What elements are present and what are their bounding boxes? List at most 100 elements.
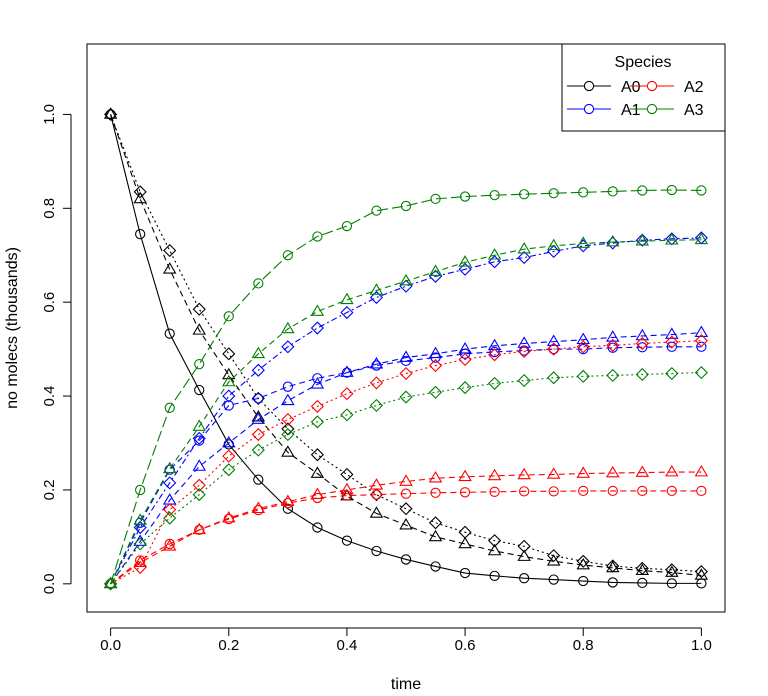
data-point-a1-triangle-triangle-marker: [694, 325, 709, 338]
series-line-a2-diamond: [110, 340, 702, 585]
data-point-a2-diamond-diamond-marker: [133, 560, 147, 574]
data-point-a0-diamond-diamond-marker: [576, 554, 590, 568]
data-point-a1-circle-circle-marker: [607, 342, 618, 353]
data-point-a0-diamond-diamond-marker: [399, 502, 413, 516]
y-tick-label: 0.2: [41, 480, 58, 501]
data-point-a3-circle-circle-marker: [282, 250, 294, 261]
data-point-a0-diamond-diamond-marker: [222, 347, 236, 361]
data-point-a3-diamond-diamond-marker: [517, 373, 531, 388]
data-point-a2-triangle-triangle-marker: [546, 467, 561, 479]
data-point-a2-triangle-triangle-marker: [517, 467, 531, 480]
data-point-a3-triangle-triangle-marker: [281, 321, 295, 334]
data-point-a0-circle-circle-marker: [341, 535, 353, 546]
data-point-a3-circle-circle-marker: [637, 185, 648, 196]
data-point-a3-triangle-triangle-marker: [546, 238, 561, 251]
data-point-a2-diamond-diamond-marker: [222, 449, 236, 463]
data-point-a3-triangle-triangle-marker: [222, 374, 236, 387]
y-tick-label: 1.0: [41, 104, 58, 125]
data-point-a0-diamond-diamond-marker: [517, 539, 531, 553]
data-point-a3-circle-circle-marker: [223, 311, 234, 322]
data-point-a1-triangle-triangle-marker: [517, 336, 531, 348]
series-line-a3-circle: [110, 189, 702, 584]
data-point-a2-circle-circle-marker: [578, 485, 589, 497]
data-point-a3-diamond-diamond-marker: [488, 376, 502, 390]
data-point-a3-circle-circle-marker: [371, 205, 382, 216]
data-point-a2-circle-circle-marker: [341, 490, 353, 501]
x-tick-label: 1.0: [691, 637, 712, 654]
series-line-a0-diamond: [110, 114, 702, 573]
data-point-a0-circle-circle-marker: [518, 573, 530, 584]
data-point-a0-circle-circle-marker: [637, 577, 648, 589]
data-point-a3-circle-circle-marker: [696, 185, 707, 196]
data-point-a1-diamond-diamond-marker: [340, 305, 354, 320]
data-point-a1-diamond-diamond-marker: [458, 262, 472, 276]
data-point-a0-diamond-diamond-marker: [635, 561, 649, 575]
data-point-a2-diamond-diamond-marker: [369, 376, 384, 390]
legend-marker: [583, 80, 595, 92]
data-point-a0-circle-circle-marker: [312, 522, 323, 533]
series-line-a0-circle: [110, 114, 702, 584]
data-point-a0-triangle-triangle-marker: [458, 536, 472, 549]
series-layer: [103, 107, 709, 591]
data-point-a2-circle-circle-marker: [459, 487, 471, 498]
data-point-a0-diamond-diamond-marker: [133, 185, 147, 199]
data-point-a0-circle-circle-marker: [105, 109, 116, 120]
data-point-a0-circle-circle-marker: [282, 503, 294, 514]
data-point-a2-circle-circle-marker: [666, 485, 677, 497]
data-point-a1-diamond-diamond-marker: [369, 290, 384, 305]
legend: Species A0 A1 A2 A3: [561, 43, 726, 132]
y-tick-label: 0.8: [41, 198, 58, 219]
legend-entry-a1: A1: [567, 102, 641, 119]
data-point-a0-circle-circle-marker: [135, 228, 146, 240]
series-line-a1-circle: [110, 346, 702, 585]
data-point-a1-triangle-triangle-marker: [340, 365, 354, 377]
data-point-a0-circle-circle-marker: [548, 574, 559, 585]
series-line-a3-triangle: [110, 239, 702, 585]
data-point-a3-triangle-triangle-marker: [487, 248, 502, 260]
data-point-a3-circle-circle-marker: [194, 358, 205, 370]
data-point-a2-diamond-diamond-marker: [576, 340, 590, 354]
data-point-a1-triangle-triangle-marker: [310, 377, 325, 389]
data-point-a2-triangle-triangle-marker: [399, 474, 413, 486]
data-point-a3-circle-circle-marker: [400, 200, 412, 212]
data-point-a1-diamond-diamond-marker: [488, 255, 502, 269]
data-point-a2-triangle-triangle-marker: [222, 510, 236, 523]
data-point-a0-diamond-diamond-marker: [281, 422, 295, 436]
data-point-a0-triangle-triangle-marker: [281, 445, 295, 457]
data-point-a1-triangle-triangle-marker: [665, 327, 679, 339]
data-point-a2-circle-circle-marker: [371, 489, 382, 500]
data-point-a3-circle-circle-marker: [578, 187, 589, 198]
data-point-a0-diamond-diamond-marker: [606, 559, 620, 573]
data-point-a1-diamond-diamond-marker: [222, 389, 236, 403]
data-point-a3-triangle-triangle-marker: [133, 513, 147, 525]
data-point-a3-triangle-triangle-marker: [310, 304, 325, 316]
data-point-a2-circle-circle-marker: [194, 524, 205, 536]
data-point-a3-diamond-diamond-marker: [635, 367, 649, 382]
data-point-a0-diamond-diamond-marker: [694, 565, 708, 579]
data-point-a3-diamond-diamond-marker: [281, 427, 295, 442]
data-point-a2-diamond-diamond-marker: [517, 344, 531, 359]
data-point-a3-triangle-triangle-marker: [665, 233, 679, 245]
data-point-a3-diamond-diamond-marker: [428, 385, 443, 399]
data-point-a0-circle-circle-marker: [164, 328, 175, 339]
data-point-a0-diamond-diamond-marker: [340, 467, 354, 482]
data-point-a0-diamond-diamond-marker: [310, 448, 324, 462]
data-point-a3-triangle-triangle-marker: [517, 241, 531, 254]
legend-label: A1: [621, 102, 641, 119]
data-point-a3-triangle-triangle-marker: [103, 576, 118, 589]
data-point-a2-triangle-triangle-marker: [340, 482, 354, 495]
x-tick-label: 0.8: [573, 637, 594, 654]
data-point-a1-triangle-triangle-marker: [251, 412, 266, 424]
legend-marker: [583, 103, 595, 115]
data-point-a3-diamond-diamond-marker: [192, 488, 206, 502]
x-tick-label: 0.4: [336, 637, 357, 654]
data-point-a2-circle-circle-marker: [400, 488, 412, 499]
y-axis: 0.0 0.2 0.4 0.6 0.8 1.0: [41, 104, 72, 594]
series-line-a1-triangle: [110, 332, 702, 585]
series-line-a3-diamond: [110, 372, 702, 585]
data-point-a2-triangle-triangle-marker: [251, 501, 266, 514]
data-point-a2-triangle-triangle-marker: [487, 468, 502, 481]
data-point-a3-circle-circle-marker: [105, 578, 116, 589]
data-point-a2-diamond-diamond-marker: [428, 358, 443, 373]
